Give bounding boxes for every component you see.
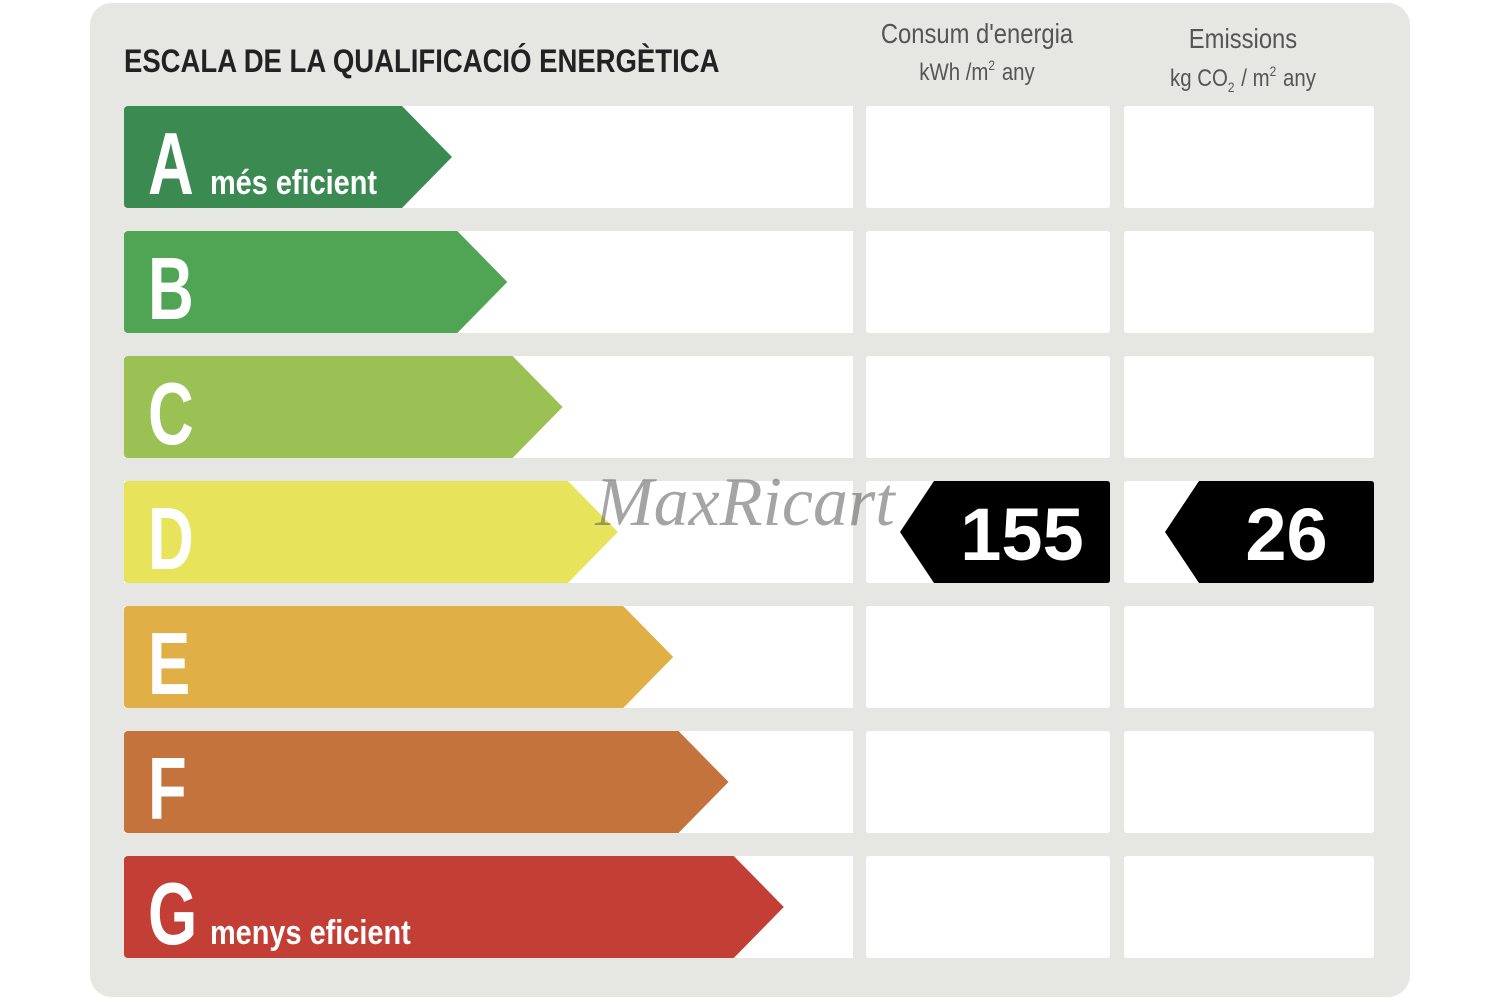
unit-part: / m [1241,64,1269,91]
value-badge [900,481,1110,583]
unit-part: 2 [1228,79,1235,95]
watermark: MaxRicart [594,464,896,541]
value-text: 155 [960,493,1083,576]
energy-cell [866,106,1110,208]
emissions-cell [1124,356,1374,458]
energy-cell [866,731,1110,833]
energy-cell [866,231,1110,333]
column-title: Consum d'energia [881,17,1074,49]
value-badge [1165,481,1374,583]
rating-label: menys eficient [210,913,411,952]
column-unit: kWh /m2 any [919,57,1035,85]
column-unit: kg CO2/ m2 any [1170,63,1317,95]
energy-cell [866,356,1110,458]
rating-letter: D [148,491,194,589]
unit-part: kWh /m [919,58,988,85]
rating-letter: C [148,366,194,464]
rating-letter: A [148,116,194,214]
column-title: Emissions [1189,22,1297,54]
rating-arrow [124,856,784,958]
energy-cell [866,606,1110,708]
emissions-cell [1124,856,1374,958]
emissions-cell [1124,731,1374,833]
rating-letter: E [148,616,190,714]
rating-arrow [124,356,563,458]
rating-label: més eficient [210,163,377,202]
emissions-cell [1124,106,1374,208]
value-text: 26 [1245,493,1327,576]
emissions-cell [1124,231,1374,333]
rating-arrow [124,731,729,833]
rating-arrow [124,106,452,208]
rating-arrow [124,231,508,333]
rating-arrow [124,606,674,708]
rating-letter: F [148,741,187,839]
title: ESCALA DE LA QUALIFICACIÓ ENERGÈTICA [124,43,719,79]
unit-part: any [1002,58,1036,85]
emissions-cell [1124,606,1374,708]
unit-part: 2 [988,57,995,73]
energy-cell [866,856,1110,958]
rating-letter: G [148,866,197,964]
unit-part: 2 [1270,63,1277,79]
rating-letter: B [148,241,194,339]
rating-arrow [124,481,618,583]
unit-part: any [1283,64,1317,91]
unit-part: kg CO [1170,64,1228,91]
